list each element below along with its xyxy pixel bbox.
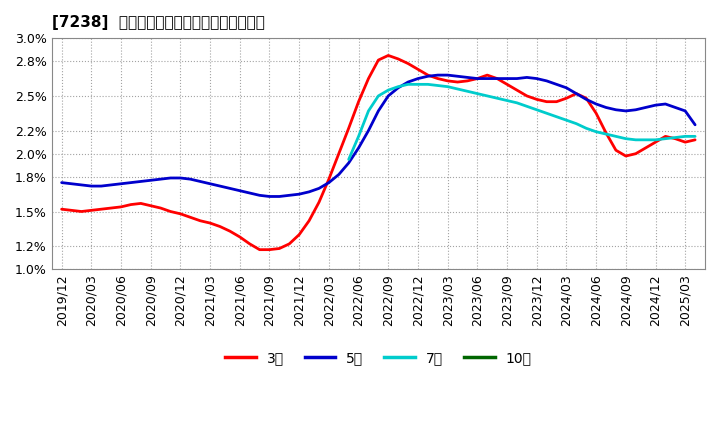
3年	[335, 151, 343, 156]
7年	[384, 88, 392, 93]
5年	[671, 105, 680, 110]
5年	[335, 172, 343, 177]
7年	[532, 107, 541, 113]
7年	[592, 129, 600, 134]
7年	[413, 82, 422, 87]
Legend: 3年, 5年, 7年, 10年: 3年, 5年, 7年, 10年	[220, 345, 537, 371]
5年	[433, 73, 442, 78]
Line: 3年: 3年	[62, 55, 695, 249]
Line: 7年: 7年	[348, 84, 695, 159]
7年	[572, 121, 580, 126]
3年	[404, 61, 413, 66]
7年	[631, 137, 640, 143]
7年	[483, 93, 492, 99]
7年	[611, 134, 620, 139]
7年	[463, 88, 472, 94]
Line: 5年: 5年	[62, 75, 695, 197]
3年	[384, 53, 392, 58]
7年	[542, 110, 551, 116]
7年	[473, 91, 482, 96]
7年	[552, 114, 561, 119]
7年	[492, 95, 501, 101]
3年	[206, 220, 215, 226]
5年	[58, 180, 66, 185]
3年	[256, 247, 264, 252]
7年	[523, 104, 531, 109]
7年	[681, 134, 690, 139]
7年	[344, 157, 353, 162]
3年	[690, 137, 699, 143]
7年	[642, 137, 650, 143]
7年	[513, 100, 521, 106]
5年	[394, 85, 402, 91]
7年	[354, 134, 363, 139]
5年	[206, 181, 215, 187]
7年	[651, 137, 660, 143]
5年	[265, 194, 274, 199]
3年	[58, 206, 66, 212]
5年	[621, 108, 630, 114]
7年	[671, 135, 680, 140]
7年	[621, 136, 630, 141]
7年	[690, 134, 699, 139]
Text: [7238]  経常利益マージンの標準偏差の推移: [7238] 経常利益マージンの標準偏差の推移	[52, 15, 265, 30]
5年	[246, 191, 254, 196]
7年	[423, 82, 432, 87]
7年	[661, 136, 670, 141]
7年	[582, 126, 590, 131]
5年	[690, 122, 699, 128]
7年	[503, 98, 511, 103]
7年	[374, 93, 383, 99]
7年	[433, 83, 442, 88]
7年	[453, 86, 462, 92]
7年	[562, 117, 571, 123]
7年	[404, 82, 413, 87]
3年	[621, 154, 630, 159]
7年	[602, 132, 611, 137]
3年	[671, 136, 680, 141]
7年	[444, 84, 452, 89]
3年	[246, 241, 254, 246]
7年	[394, 84, 402, 89]
7年	[364, 108, 373, 114]
